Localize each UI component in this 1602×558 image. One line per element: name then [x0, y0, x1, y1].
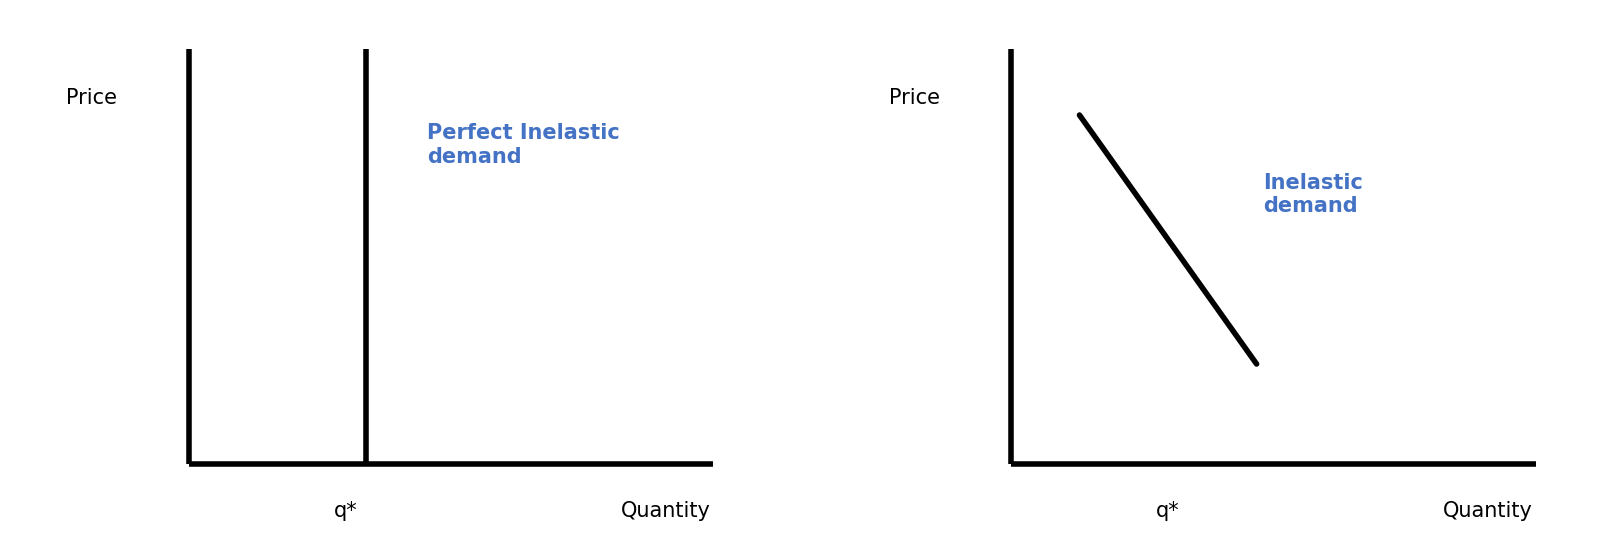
Text: Price: Price	[66, 88, 117, 108]
Text: Inelastic
demand: Inelastic demand	[1264, 173, 1363, 217]
Text: q*: q*	[1157, 501, 1179, 521]
Text: Price: Price	[889, 88, 940, 108]
Text: Perfect Inelastic
demand: Perfect Inelastic demand	[428, 123, 620, 166]
Text: Quantity: Quantity	[1443, 501, 1533, 521]
Text: Quantity: Quantity	[620, 501, 711, 521]
Text: q*: q*	[333, 501, 357, 521]
